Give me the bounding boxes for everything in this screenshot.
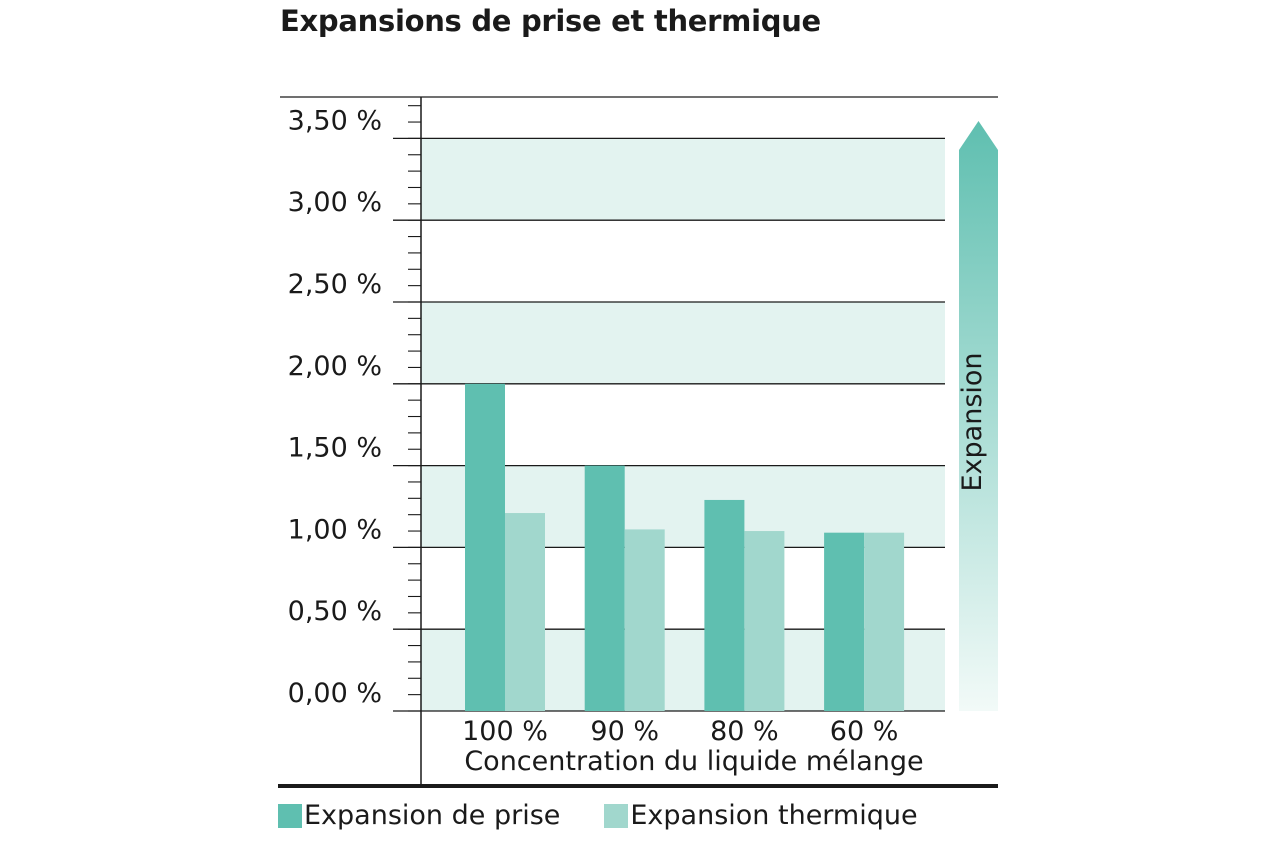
y-tick-label: 0,50 % xyxy=(288,596,382,627)
x-tick-label: 90 % xyxy=(590,716,659,747)
bar-setting-2 xyxy=(704,499,745,711)
y-tick-label: 2,50 % xyxy=(288,269,382,300)
y-tick-label: 1,50 % xyxy=(288,433,382,464)
x-tick-label: 100 % xyxy=(462,716,548,747)
bars xyxy=(465,383,905,711)
x-tick-label: 80 % xyxy=(710,716,779,747)
bar-thermal-3 xyxy=(864,532,905,711)
chart-title: Expansions de prise et thermique xyxy=(280,4,821,38)
y-tick-label: 1,00 % xyxy=(288,514,382,545)
bar-setting-0 xyxy=(465,383,505,711)
bar-thermal-2 xyxy=(744,531,785,711)
x-axis-title: Concentration du liquide mélange xyxy=(464,746,923,777)
legend-label-thermal: Expansion thermique xyxy=(630,800,918,831)
legend-swatch-thermal xyxy=(604,803,629,828)
legend-item-thermal: Expansion thermique xyxy=(604,800,918,831)
x-tick-labels: 100 % 90 % 80 % 60 % xyxy=(462,716,898,747)
y-tick-label: 3,50 % xyxy=(288,105,382,136)
expansion-arrow-label: Expansion xyxy=(957,352,988,491)
legend: Expansion de prise Expansion thermique xyxy=(278,800,962,831)
x-tick-label: 60 % xyxy=(830,716,899,747)
axes xyxy=(278,97,998,788)
bar-thermal-0 xyxy=(505,513,545,711)
expansion-arrow: Expansion xyxy=(957,121,998,711)
bar-setting-1 xyxy=(584,465,625,711)
expansion-arrow-shape xyxy=(959,121,998,711)
background-band xyxy=(421,302,945,384)
legend-label-setting: Expansion de prise xyxy=(304,800,561,831)
y-tick-label: 2,00 % xyxy=(288,351,382,382)
legend-swatch-setting xyxy=(278,803,302,828)
bar-setting-3 xyxy=(824,532,865,711)
bar-thermal-1 xyxy=(624,529,665,711)
background-band xyxy=(421,138,945,221)
y-tick-label: 3,00 % xyxy=(288,187,382,218)
y-tick-label: 0,00 % xyxy=(288,678,382,709)
y-tick-labels: 0,00 % 0,50 % 1,00 % 1,50 % 2,00 % 2,50 % 3,00… xyxy=(288,105,382,709)
legend-item-setting: Expansion de prise xyxy=(278,800,560,831)
